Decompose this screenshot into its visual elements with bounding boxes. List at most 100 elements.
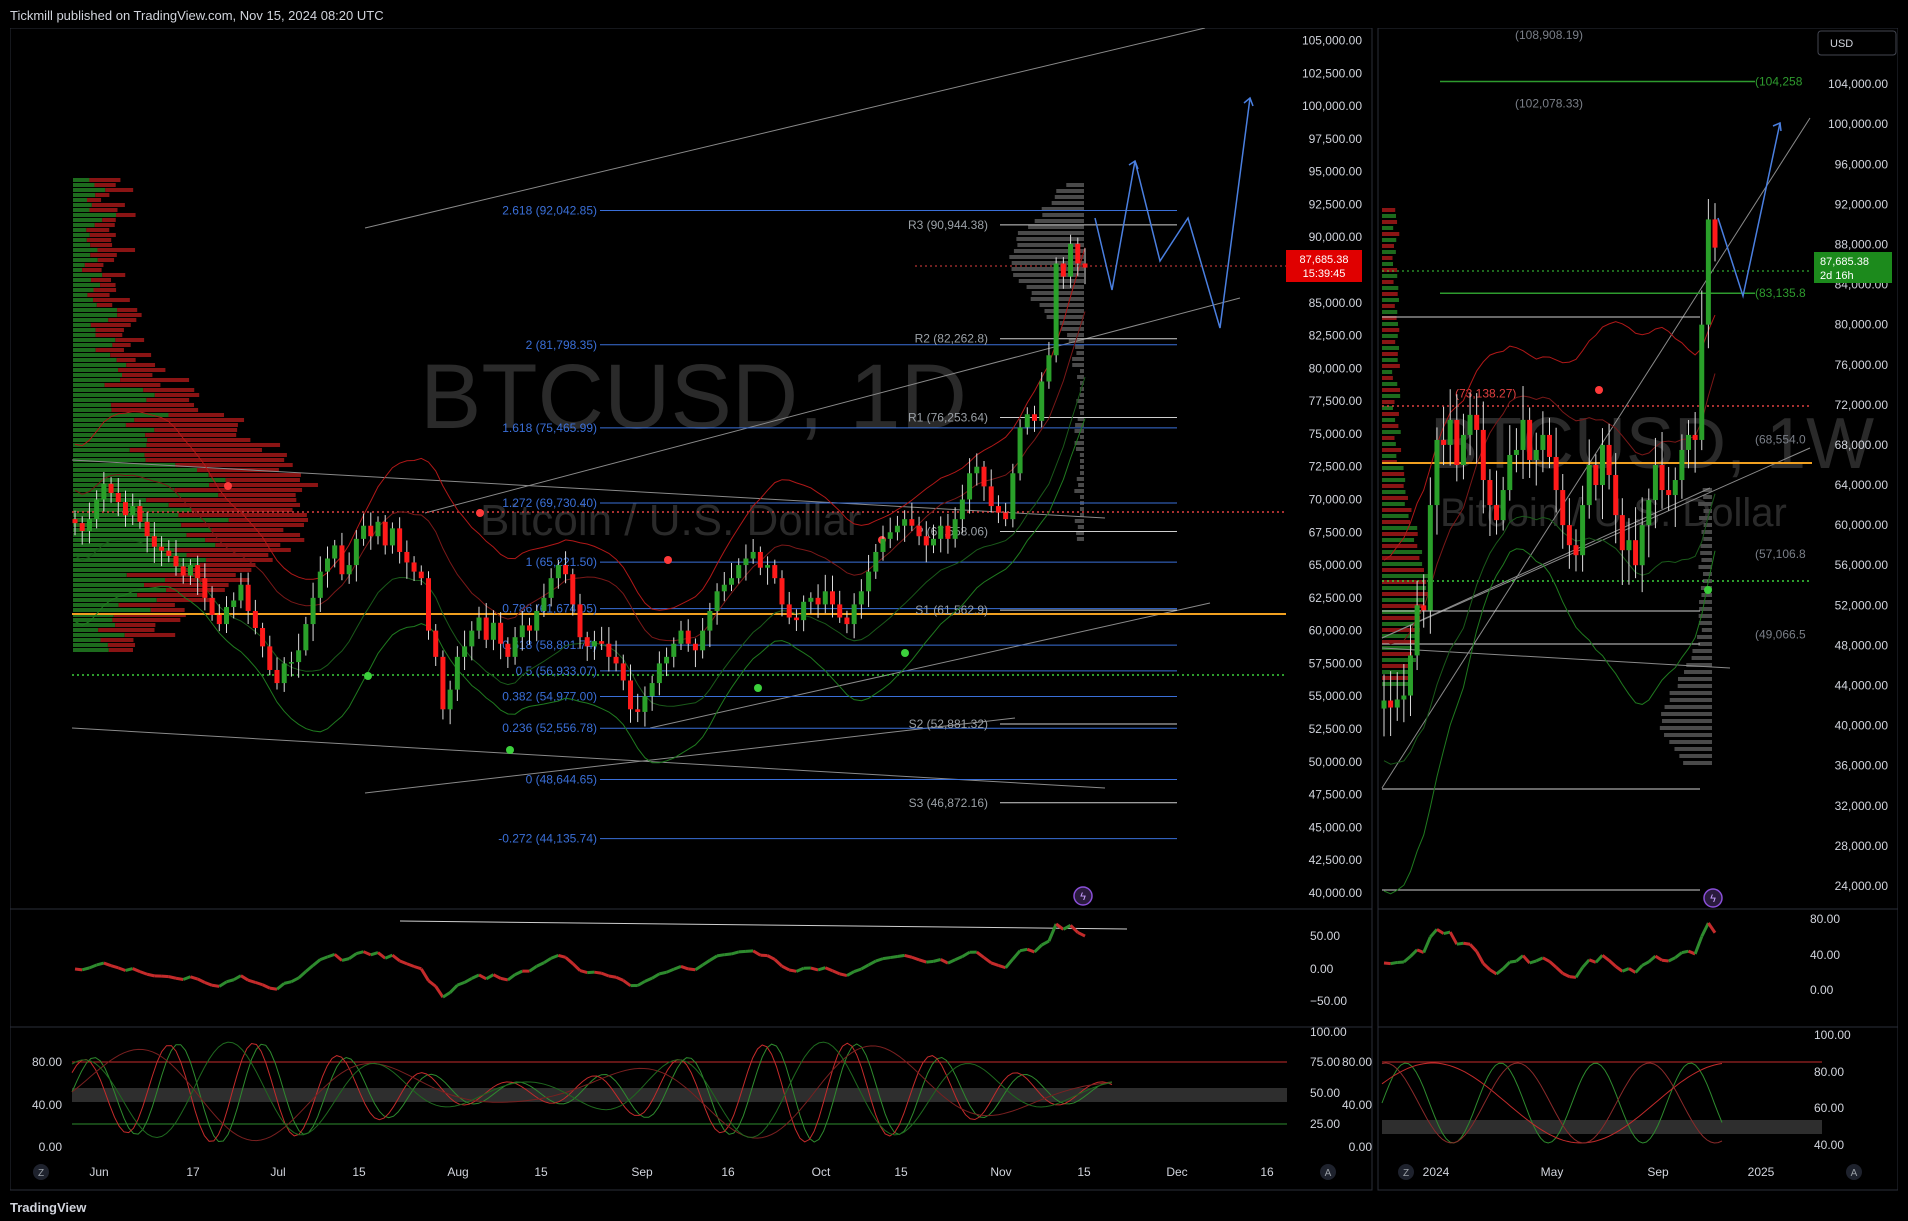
candle[interactable] <box>894 525 900 533</box>
candle[interactable] <box>375 521 381 537</box>
candle[interactable] <box>433 630 439 657</box>
auto-scale-icon[interactable] <box>1846 1164 1862 1180</box>
candle[interactable] <box>1672 480 1678 496</box>
candle[interactable] <box>288 662 294 664</box>
candle[interactable] <box>656 663 662 684</box>
left-momentum-pane[interactable]: 50.00 0.00 −50.00 <box>74 920 1347 1008</box>
candle[interactable] <box>1494 505 1500 521</box>
charts-svg[interactable]: BTCUSD, 1D Bitcoin / U.S. Dollar 2.618 (… <box>9 27 1899 1192</box>
candle[interactable] <box>1712 219 1718 248</box>
candle[interactable] <box>245 584 251 611</box>
candle[interactable] <box>454 656 460 690</box>
candle[interactable] <box>224 607 229 625</box>
right-stochastic-pane[interactable]: 80.00 40.00 0.00 100.00 80.00 60.00 40.00 <box>1342 1028 1851 1154</box>
candle[interactable] <box>1613 475 1619 516</box>
candle[interactable] <box>1593 464 1599 486</box>
candle[interactable] <box>931 538 936 546</box>
candle[interactable] <box>692 643 698 651</box>
candle[interactable] <box>1679 449 1685 481</box>
candle[interactable] <box>1533 449 1539 460</box>
candle[interactable] <box>750 551 756 559</box>
candle[interactable] <box>1705 219 1711 325</box>
candle[interactable] <box>635 709 641 712</box>
candle[interactable] <box>541 597 547 611</box>
candle[interactable] <box>685 630 691 644</box>
candle[interactable] <box>584 637 590 647</box>
candle[interactable] <box>252 610 258 629</box>
candle[interactable] <box>79 523 85 531</box>
candle[interactable] <box>173 555 179 567</box>
candle[interactable] <box>1075 243 1081 264</box>
candle[interactable] <box>447 689 453 710</box>
candle[interactable] <box>94 499 100 520</box>
candle[interactable] <box>115 492 121 503</box>
candle[interactable] <box>1626 540 1632 551</box>
candle[interactable] <box>187 565 193 576</box>
candle[interactable] <box>108 483 114 493</box>
candle[interactable] <box>1699 324 1705 440</box>
candle[interactable] <box>469 630 475 647</box>
candle[interactable] <box>1381 700 1387 709</box>
candle[interactable] <box>1666 490 1672 496</box>
candle[interactable] <box>346 565 352 575</box>
candle[interactable] <box>837 604 843 618</box>
candle[interactable] <box>729 578 734 585</box>
candle[interactable] <box>1068 243 1074 277</box>
candle[interactable] <box>1659 464 1665 491</box>
candle[interactable] <box>1599 444 1605 486</box>
auto-scale-icon[interactable] <box>1320 1164 1336 1180</box>
left-stochastic-pane[interactable]: 80.00 40.00 0.00 100.00 75.00 50.00 25.00 <box>32 1025 1347 1154</box>
tradingview-logo[interactable]: TradingView <box>10 1200 87 1215</box>
candle[interactable] <box>339 545 345 575</box>
candle[interactable] <box>1586 464 1592 506</box>
candle[interactable] <box>1487 480 1493 506</box>
candle[interactable] <box>678 630 684 644</box>
candle[interactable] <box>325 558 330 572</box>
candle[interactable] <box>137 506 143 522</box>
candle[interactable] <box>426 578 431 631</box>
candle[interactable] <box>1427 505 1433 611</box>
candle[interactable] <box>1454 419 1460 465</box>
candle[interactable] <box>303 624 309 651</box>
candle[interactable] <box>1513 449 1519 455</box>
candle[interactable] <box>404 551 410 563</box>
candle[interactable] <box>700 630 706 651</box>
candle[interactable] <box>599 641 605 644</box>
candle[interactable] <box>1507 454 1513 491</box>
candle[interactable] <box>1540 434 1546 450</box>
candle[interactable] <box>793 617 799 621</box>
candle[interactable] <box>1646 500 1652 526</box>
candle[interactable] <box>353 538 359 566</box>
right-price-axis[interactable]: 104,000.00 100,000.00 96,000.00 92,000.00 88… <box>1828 77 1888 893</box>
currency-button[interactable]: USD <box>1817 30 1897 56</box>
candle[interactable] <box>534 610 540 631</box>
candle[interactable] <box>238 584 244 601</box>
candle[interactable] <box>361 525 367 539</box>
lightning-icon[interactable] <box>1073 886 1093 906</box>
candle[interactable] <box>490 622 496 640</box>
candle[interactable] <box>260 628 266 647</box>
candle[interactable] <box>902 519 908 526</box>
candle[interactable] <box>1652 464 1658 501</box>
candle[interactable] <box>851 604 857 625</box>
candle[interactable] <box>86 519 92 531</box>
candle[interactable] <box>332 545 338 559</box>
candle[interactable] <box>570 574 576 605</box>
candle[interactable] <box>822 591 828 605</box>
candle[interactable] <box>952 519 958 539</box>
candle[interactable] <box>563 565 569 575</box>
candle[interactable] <box>527 625 532 631</box>
candle[interactable] <box>858 591 864 605</box>
candle[interactable] <box>772 565 778 579</box>
candle[interactable] <box>382 521 388 546</box>
candle[interactable] <box>1606 444 1612 476</box>
candle[interactable] <box>389 528 395 546</box>
candle[interactable] <box>1032 414 1037 421</box>
candle[interactable] <box>1082 263 1088 268</box>
lightning-icon[interactable] <box>1703 888 1723 908</box>
candle[interactable] <box>995 506 1001 513</box>
candle[interactable] <box>591 641 597 647</box>
candle[interactable] <box>866 571 872 592</box>
candle[interactable] <box>1686 434 1692 450</box>
candle[interactable] <box>628 680 633 710</box>
